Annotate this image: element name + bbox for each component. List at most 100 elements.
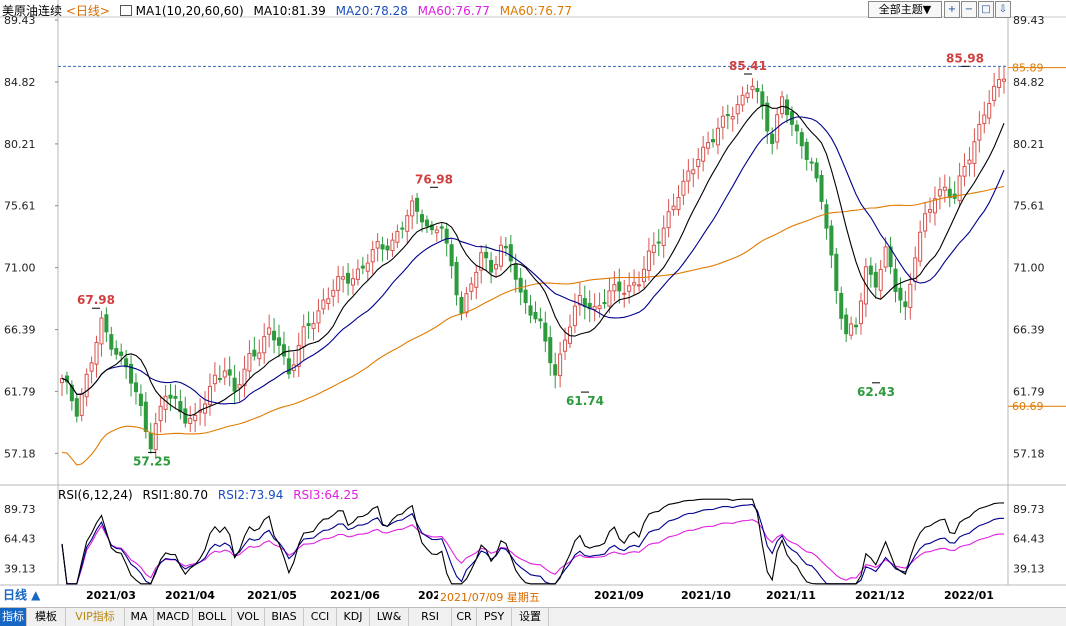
candle-body: [883, 246, 888, 268]
tab-ma[interactable]: MA: [125, 608, 154, 626]
candle-body: [148, 432, 153, 450]
right-price-tick: 66.39: [1013, 324, 1045, 337]
candle-body: [281, 344, 286, 357]
candle-body: [459, 297, 464, 314]
candle-body: [321, 299, 326, 310]
candle-body: [582, 298, 587, 307]
candle-body: [637, 284, 642, 287]
left-price-tick: 89.43: [4, 14, 36, 27]
candle-body: [686, 170, 691, 182]
candle-body: [395, 230, 400, 243]
candle-body: [760, 91, 765, 107]
candle-body: [99, 317, 104, 345]
date-label: 2021/10: [681, 589, 731, 602]
annotation-label: 62.43: [857, 385, 895, 399]
candle-body: [296, 344, 301, 367]
candle-body: [701, 146, 706, 162]
tab-vol[interactable]: VOL: [232, 608, 265, 626]
ma-params: MA1(10,20,60,60): [135, 4, 244, 18]
tab-boll[interactable]: BOLL: [193, 608, 232, 626]
candle-body: [84, 373, 89, 398]
tab-rsi[interactable]: RSI: [409, 608, 452, 626]
candle-body: [262, 336, 267, 354]
candle-body: [854, 324, 859, 328]
candle-body: [350, 278, 356, 286]
candle-body: [301, 326, 306, 348]
left-price-tick: 84.82: [4, 76, 36, 89]
tab-macd[interactable]: MACD: [154, 608, 193, 626]
candle-body: [276, 337, 282, 346]
candle-body: [257, 352, 262, 360]
candle-body: [794, 124, 799, 132]
annotation-label: 85.41: [729, 59, 767, 73]
rsi-params: RSI(6,12,24): [58, 488, 133, 502]
tab-bias[interactable]: BIAS: [265, 608, 304, 626]
candle-body: [977, 123, 982, 141]
tab-cci[interactable]: CCI: [304, 608, 337, 626]
tab-template[interactable]: 模板: [27, 608, 66, 626]
period-badge[interactable]: 日线 ▲: [0, 586, 44, 604]
candle-body: [326, 298, 331, 304]
candle-body: [750, 85, 755, 91]
candle-body: [839, 292, 844, 319]
candle-body: [538, 318, 543, 322]
candle-body: [64, 375, 69, 383]
candle-body: [577, 294, 582, 306]
candle-body: [898, 287, 903, 301]
tab-lw[interactable]: LW&: [370, 608, 409, 626]
candle-body: [410, 200, 415, 217]
candle-body: [834, 253, 839, 292]
candle-body: [360, 265, 365, 269]
right-price-tick: 61.79: [1013, 385, 1045, 398]
tab-settings[interactable]: 设置: [512, 608, 549, 626]
candle-body: [947, 188, 952, 199]
candle-body: [247, 353, 252, 372]
candle-body: [390, 239, 395, 251]
candle-body: [424, 219, 429, 227]
tab-cr[interactable]: CR: [452, 608, 477, 626]
candle-body: [193, 415, 198, 422]
zoom-in-icon[interactable]: +: [944, 1, 960, 18]
candle-body: [217, 377, 222, 380]
candle-body: [997, 79, 1002, 88]
date-label: 2021/04: [165, 589, 215, 602]
candle-body: [715, 127, 720, 146]
candle-body: [987, 103, 992, 119]
candle-body: [982, 114, 987, 124]
candle-body: [671, 205, 676, 211]
candle-body: [331, 289, 336, 297]
candle-body: [286, 358, 291, 375]
zoom-out-icon[interactable]: −: [961, 1, 977, 18]
candle-body: [868, 265, 873, 275]
candle-body: [932, 198, 937, 214]
download-icon[interactable]: ⇩: [995, 1, 1011, 18]
period-label[interactable]: <日线>: [65, 4, 110, 18]
tab-indicator[interactable]: 指标: [0, 608, 27, 626]
theme-button[interactable]: 全部主题▼: [868, 1, 942, 18]
candle-body: [449, 244, 454, 267]
rsi1-line: [61, 498, 1005, 585]
candle-body: [849, 323, 854, 336]
candle-body: [1001, 78, 1007, 82]
candle-body: [676, 196, 681, 211]
candle-body: [632, 282, 637, 286]
candle-body: [143, 401, 148, 432]
tab-vip-indicator[interactable]: VIP指标: [66, 608, 125, 626]
annotation-label: 67.98: [77, 293, 115, 307]
candle-body: [563, 339, 568, 352]
rsi-header: RSI(6,12,24) RSI1:80.70 RSI2:73.94 RSI3:…: [58, 488, 365, 502]
candle-body: [923, 213, 928, 232]
maximize-icon[interactable]: □: [978, 1, 994, 18]
candle-body: [720, 115, 725, 128]
left-price-tick: 57.18: [4, 447, 36, 460]
left-price-tick: 71.00: [4, 262, 36, 275]
indicator-tabs: 指标 模板 VIP指标 MA MACD BOLL VOL BIAS CCI KD…: [0, 607, 1066, 626]
tab-kdj[interactable]: KDJ: [337, 608, 370, 626]
right-price-tick: 80.21: [1013, 138, 1045, 151]
candle-body: [533, 311, 538, 320]
candle-body: [173, 395, 178, 399]
chart-header: 美原油连续 <日线> MA1(10,20,60,60) MA10:81.39 M…: [2, 2, 578, 19]
tab-psy[interactable]: PSY: [477, 608, 512, 626]
candle-body: [661, 227, 666, 246]
